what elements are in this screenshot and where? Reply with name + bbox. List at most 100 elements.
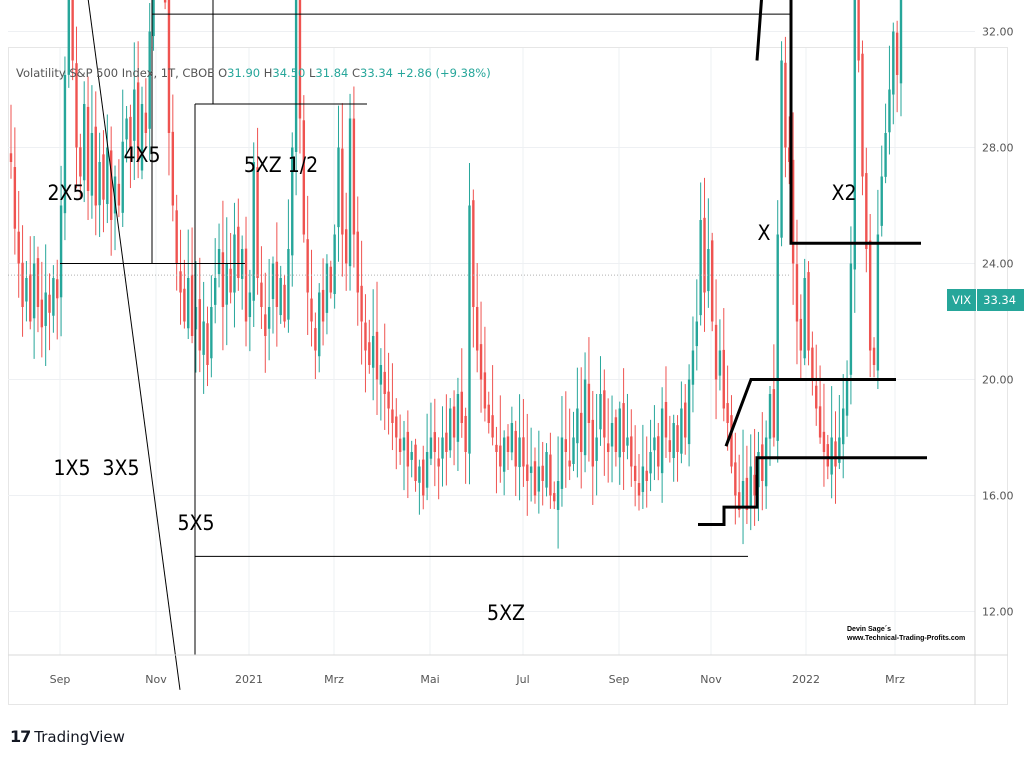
watermark-line1: Devin Sage´s [847,626,891,633]
candle-body [213,278,217,305]
tradingview-brand[interactable]: 17 TradingView [10,727,125,746]
candle-body [279,278,282,316]
candle-body [9,153,13,162]
symbol-description: Volatility S&P 500 Index, 1T, CBOE [16,66,215,80]
candle-body [356,231,359,293]
candle-body [491,415,494,438]
candle-body [479,344,483,380]
candle-body [387,391,390,409]
candle-body [337,147,340,228]
candle-body [761,444,764,481]
candle-body [406,431,410,467]
tradingview-name: TradingView [34,727,125,746]
wave-level-line [724,378,896,447]
candle-body [52,278,55,316]
candle-body [44,292,47,326]
open-label: O [218,66,228,80]
candle-body [302,120,306,235]
candle-body [29,274,32,322]
time-tick-label: 2021 [235,673,263,686]
candle-body [714,324,718,380]
candle-body [90,133,94,196]
tradingview-logo-icon: 17 [10,727,31,746]
candle-body [556,481,560,510]
candle-body [329,266,332,293]
time-tick-label: Mai [420,673,439,686]
candle-body [321,289,325,322]
candle-body [529,466,533,473]
candle-body [391,409,394,423]
candle-body [711,240,714,322]
wave-label: 2X5 [48,181,85,205]
candle-body [502,437,506,472]
candle-body [772,389,776,438]
candle-body [780,60,783,238]
candle-body [198,299,201,351]
candle-body [880,176,883,226]
candle-body [475,306,479,351]
candle-body [21,262,24,307]
candle-body [753,474,756,496]
wave-label: 1X5 [54,456,91,480]
candle-body [190,274,194,336]
candle-body [676,425,679,452]
candle-body [834,441,837,467]
candle-body [422,459,425,496]
candle-body [899,0,903,84]
candle-body [252,162,255,301]
close-value: 33.34 [360,66,393,80]
candle-body [653,437,656,451]
candle-body [564,439,568,452]
candle-body [371,336,375,368]
candle-body [518,437,521,468]
candle-body [152,0,155,37]
candle-body [379,365,383,385]
candle-body [730,415,733,467]
candle-body [445,432,448,452]
time-tick-label: Mrz [324,673,344,686]
candle-body [410,452,413,460]
candle-body [668,440,672,452]
candle-body [148,31,151,129]
candle-body [360,285,363,322]
candle-body [75,63,78,148]
low-value: 31.84 [315,66,349,80]
candle-body [749,466,752,508]
candle-body [314,328,317,351]
candle-body [764,437,768,487]
candle-body [691,350,695,385]
price-tick-label: 24.00 [982,258,1014,271]
candle-body [641,466,645,492]
candle-body [826,444,829,467]
candle-body [271,263,275,300]
wave-level-line [789,0,921,245]
candle-body [106,147,109,205]
candle-body [59,205,63,298]
candle-body [637,483,641,496]
candle-body [895,32,899,75]
wave-label: 4X5 [124,143,161,167]
candle-body [291,147,294,256]
candle-body [703,217,706,293]
candle-body [718,350,722,376]
candle-body [506,436,510,452]
candle-body [684,402,687,438]
candle-body [822,431,826,452]
candle-body [807,272,810,351]
candle-body [94,126,97,206]
candle-body [333,234,336,295]
candle-body [464,415,467,452]
candle-body [25,278,28,302]
candle-body [402,437,406,451]
candle-body [175,210,178,264]
candle-body [699,220,702,316]
candle-body [741,481,745,507]
candle-body [483,372,487,409]
candle-body [560,437,564,489]
candle-body [664,401,668,438]
candle-body [383,371,386,394]
candle-body [572,437,575,465]
high-label: H [263,66,273,80]
candle-body [13,167,17,229]
